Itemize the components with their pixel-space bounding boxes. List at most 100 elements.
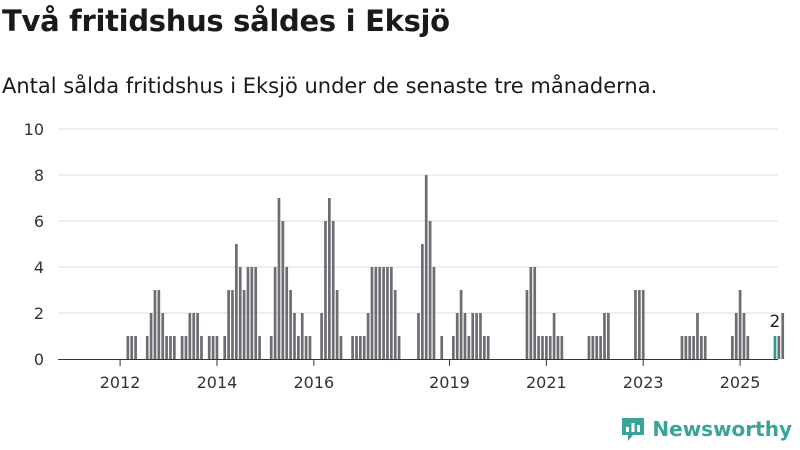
bar <box>250 267 254 359</box>
bar <box>537 336 540 359</box>
chart-subtitle: Antal sålda fritidshus i Eksjö under de … <box>2 74 658 98</box>
bar <box>211 336 215 359</box>
bar <box>281 221 285 359</box>
bar <box>638 290 641 359</box>
bar <box>246 267 250 359</box>
bar <box>188 313 192 359</box>
brand: Newsworthy <box>620 416 792 442</box>
x-tick-label: 2025 <box>720 373 761 392</box>
bar <box>223 336 227 359</box>
bar <box>297 336 300 359</box>
x-tick-label: 2021 <box>526 373 567 392</box>
bar <box>548 336 552 359</box>
bar <box>235 244 238 359</box>
bar <box>145 336 149 359</box>
y-tick-label: 10 <box>24 120 44 139</box>
bar <box>362 336 366 359</box>
bar <box>134 336 137 359</box>
bar <box>370 267 374 359</box>
bar <box>781 313 785 359</box>
bar <box>421 244 424 359</box>
bar <box>397 336 401 359</box>
bar <box>696 313 699 359</box>
bar <box>700 336 703 359</box>
bar <box>417 313 420 359</box>
bar <box>130 336 134 359</box>
bar <box>173 336 176 359</box>
bar <box>424 175 428 359</box>
bar <box>634 290 637 359</box>
bar <box>467 336 471 359</box>
bar <box>157 290 161 359</box>
bar <box>541 336 544 359</box>
bar <box>428 221 432 359</box>
bar <box>277 198 281 359</box>
bar <box>200 336 203 359</box>
bar <box>359 336 362 359</box>
brand-name: Newsworthy <box>652 417 792 441</box>
x-tick-label: 2023 <box>623 373 664 392</box>
bar <box>227 290 230 359</box>
bar <box>374 267 378 359</box>
bar <box>308 336 312 359</box>
bar <box>320 313 323 359</box>
x-tick-label: 2014 <box>197 373 238 392</box>
bar <box>440 336 444 359</box>
y-tick-label: 2 <box>34 304 44 323</box>
bar <box>273 267 277 359</box>
bar <box>390 267 393 359</box>
bar <box>386 267 389 359</box>
bar <box>692 336 695 359</box>
bar <box>242 290 246 359</box>
bar <box>149 313 153 359</box>
bar <box>331 221 335 359</box>
bar <box>545 336 548 359</box>
bar <box>603 313 606 359</box>
bar <box>595 336 599 359</box>
bar <box>161 313 165 359</box>
bar <box>192 313 196 359</box>
chart-title: Två fritidshus såldes i Eksjö <box>2 4 450 38</box>
bar <box>335 290 339 359</box>
bar <box>378 267 382 359</box>
bar <box>328 198 331 359</box>
bar <box>285 267 289 359</box>
bar <box>459 290 463 359</box>
y-tick-label: 4 <box>34 258 44 277</box>
bar <box>746 336 750 359</box>
bar <box>165 336 168 359</box>
bar <box>641 290 645 359</box>
bar <box>486 336 490 359</box>
bar <box>382 267 385 359</box>
bar <box>393 290 397 359</box>
newsworthy-logo-icon <box>622 418 645 441</box>
bar <box>258 336 261 359</box>
bar <box>366 313 370 359</box>
bar <box>525 290 529 359</box>
bar <box>703 336 707 359</box>
bar <box>180 336 184 359</box>
bar <box>742 313 746 359</box>
y-tick-label: 8 <box>34 166 44 185</box>
bar <box>560 336 564 359</box>
bar <box>599 336 602 359</box>
bar <box>471 313 475 359</box>
bar <box>238 267 242 359</box>
bar <box>455 313 459 359</box>
bar <box>734 313 738 359</box>
bar <box>300 313 304 359</box>
bar <box>324 221 327 359</box>
bar <box>351 336 354 359</box>
bar <box>126 336 130 359</box>
bar <box>556 336 560 359</box>
bar <box>479 313 482 359</box>
bar <box>304 336 308 359</box>
x-tick-label: 2016 <box>293 373 334 392</box>
bar <box>680 336 684 359</box>
bar <box>184 336 188 359</box>
bar <box>463 313 467 359</box>
bar <box>269 336 273 359</box>
y-tick-label: 0 <box>34 350 44 369</box>
bar <box>587 336 591 359</box>
